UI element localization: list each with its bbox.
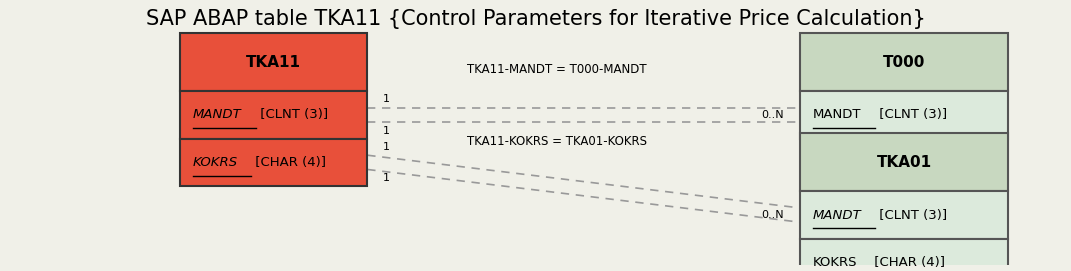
Text: TKA11-KOKRS = TKA01-KOKRS: TKA11-KOKRS = TKA01-KOKRS [467, 135, 647, 148]
Text: MANDT: MANDT [813, 209, 861, 222]
Bar [800, 191, 1008, 239]
Text: MANDT: MANDT [813, 108, 861, 121]
Text: 1: 1 [383, 142, 390, 152]
Text: [CHAR (4)]: [CHAR (4)] [870, 256, 945, 269]
Text: 0..N: 0..N [761, 210, 784, 220]
Text: TKA11: TKA11 [246, 54, 301, 70]
Text: TKA11-MANDT = T000-MANDT: TKA11-MANDT = T000-MANDT [467, 63, 647, 76]
Text: KOKRS: KOKRS [193, 156, 238, 169]
Text: [CLNT (3)]: [CLNT (3)] [875, 108, 947, 121]
Text: 1: 1 [383, 125, 390, 136]
Text: KOKRS: KOKRS [813, 256, 857, 269]
Bar [800, 239, 1008, 271]
Text: [CLNT (3)]: [CLNT (3)] [875, 209, 948, 222]
Bar [800, 91, 1008, 138]
Bar [180, 138, 367, 186]
Bar [180, 91, 367, 138]
Bar [800, 33, 1008, 91]
Bar [800, 133, 1008, 191]
Text: 1: 1 [383, 173, 390, 183]
Text: SAP ABAP table TKA11 {Control Parameters for Iterative Price Calculation}: SAP ABAP table TKA11 {Control Parameters… [146, 9, 925, 29]
Bar [180, 33, 367, 91]
Text: TKA01: TKA01 [876, 155, 932, 170]
Text: [CLNT (3)]: [CLNT (3)] [256, 108, 328, 121]
Text: MANDT: MANDT [193, 108, 242, 121]
Text: 1: 1 [383, 94, 390, 104]
Text: 0..N: 0..N [761, 110, 784, 120]
Text: T000: T000 [883, 54, 925, 70]
Text: [CHAR (4)]: [CHAR (4)] [252, 156, 327, 169]
